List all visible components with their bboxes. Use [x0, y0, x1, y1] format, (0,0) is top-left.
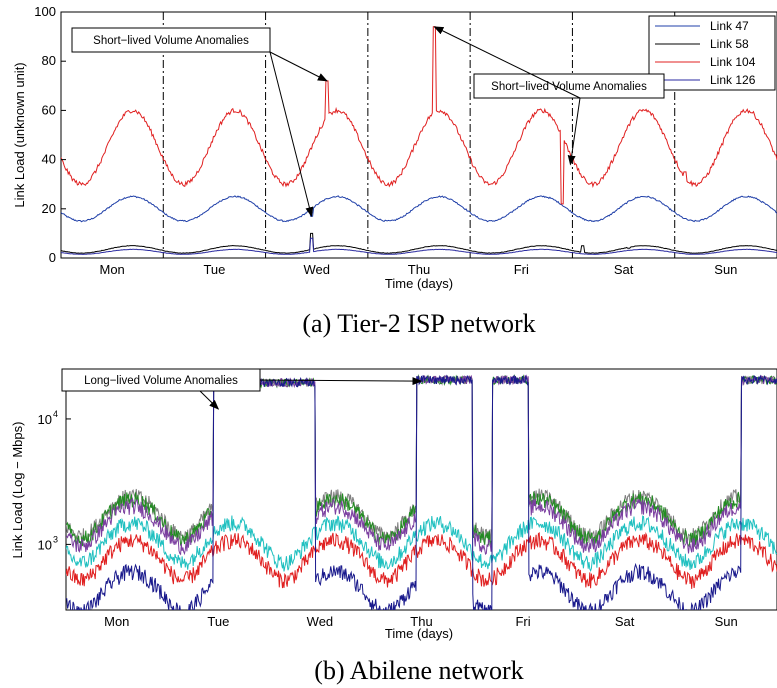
day-separators-a	[162, 12, 676, 258]
annotation-label: Short−lived Volume Anomalies	[491, 81, 647, 93]
series-a	[61, 26, 777, 255]
y-axis-label-a: Link Load (unknown unit)	[12, 62, 27, 207]
caption-b: (b) Abilene network	[314, 656, 523, 685]
annotation-arrow	[259, 377, 423, 386]
legend-a: Link 47 Link 58 Link 104 Link 126	[648, 15, 776, 91]
x-tick-label: Thu	[410, 614, 432, 629]
legend-label: Link 126	[710, 73, 756, 87]
annotation-box	[71, 27, 271, 53]
y-ticks-a: 0 20 40 60 80 100	[34, 4, 66, 265]
caption-a: (a) Tier-2 ISP network	[302, 309, 535, 338]
x-ticks-a: Mon Tue Wed Thu Fri Sat Sun	[99, 262, 737, 277]
y-tick-exponent: 4	[53, 409, 58, 419]
legend-label: Link 58	[710, 37, 749, 51]
x-tick-label: Sat	[615, 614, 635, 629]
x-axis-label-b: Time (days)	[385, 626, 453, 641]
x-tick-label: Tue	[203, 262, 225, 277]
x-tick-label: Wed	[303, 262, 330, 277]
y-tick-label: 80	[42, 53, 56, 68]
annotation-label: Short−lived Volume Anomalies	[93, 35, 249, 47]
annotation-b1: Long−lived Volume Anomalies	[61, 368, 261, 392]
annotation-a1: Short−lived Volume Anomalies	[71, 27, 271, 53]
x-tick-label: Mon	[104, 614, 129, 629]
plot-area-b	[65, 368, 777, 611]
y-tick-label: 60	[42, 102, 56, 117]
x-tick-label: Thu	[408, 262, 430, 277]
x-axis-label-a: Time (days)	[385, 276, 453, 291]
annotation-a2: Short−lived Volume Anomalies	[473, 73, 665, 99]
annotation-arrow	[433, 26, 581, 99]
legend-box	[648, 15, 776, 91]
x-tick-label: Mon	[99, 262, 124, 277]
x-tick-label: Fri	[515, 614, 530, 629]
x-tick-label: Sat	[614, 262, 634, 277]
y-tick-label: 0	[49, 250, 56, 265]
y-tick-label: 10	[38, 537, 52, 552]
annotation-box	[473, 73, 665, 99]
series-line-1	[61, 232, 777, 254]
annotation-arrows-b	[199, 377, 423, 410]
x-ticks-b: Mon Tue Wed Thu Fri Sat Sun	[104, 614, 738, 629]
x-tick-label: Sun	[715, 614, 738, 629]
y-tick-label: 100	[34, 4, 56, 19]
series-line-3	[66, 515, 777, 573]
series-line-4	[66, 531, 777, 589]
x-tick-label: Fri	[514, 262, 529, 277]
legend-label: Link 104	[710, 55, 756, 69]
y-tick-exponent: 3	[53, 534, 58, 544]
series-line-3	[61, 237, 777, 255]
legend-label: Link 47	[710, 19, 749, 33]
y-axis-label-b: Link Load (Log − Mbps)	[10, 422, 25, 559]
series-line-2	[61, 26, 777, 205]
annotation-arrow	[199, 390, 220, 410]
annotation-arrow	[269, 51, 314, 218]
x-tick-label: Tue	[207, 614, 229, 629]
x-tick-label: Sun	[714, 262, 737, 277]
y-tick-label: 10	[38, 412, 52, 427]
y-tick-label: 20	[42, 201, 56, 216]
annotation-label: Long−lived Volume Anomalies	[84, 375, 238, 387]
series-line-5	[66, 374, 777, 610]
annotation-arrow	[567, 97, 581, 166]
chart-tier2: 0 20 40 60 80 100 Mon Tue Wed Thu Fri Sat Sun Link …	[12, 4, 777, 338]
annotation-arrows-a	[269, 26, 581, 218]
x-tick-label: Wed	[307, 614, 334, 629]
series-line-0	[61, 195, 777, 223]
y-tick-label: 40	[42, 152, 56, 167]
annotation-arrow	[269, 51, 328, 82]
